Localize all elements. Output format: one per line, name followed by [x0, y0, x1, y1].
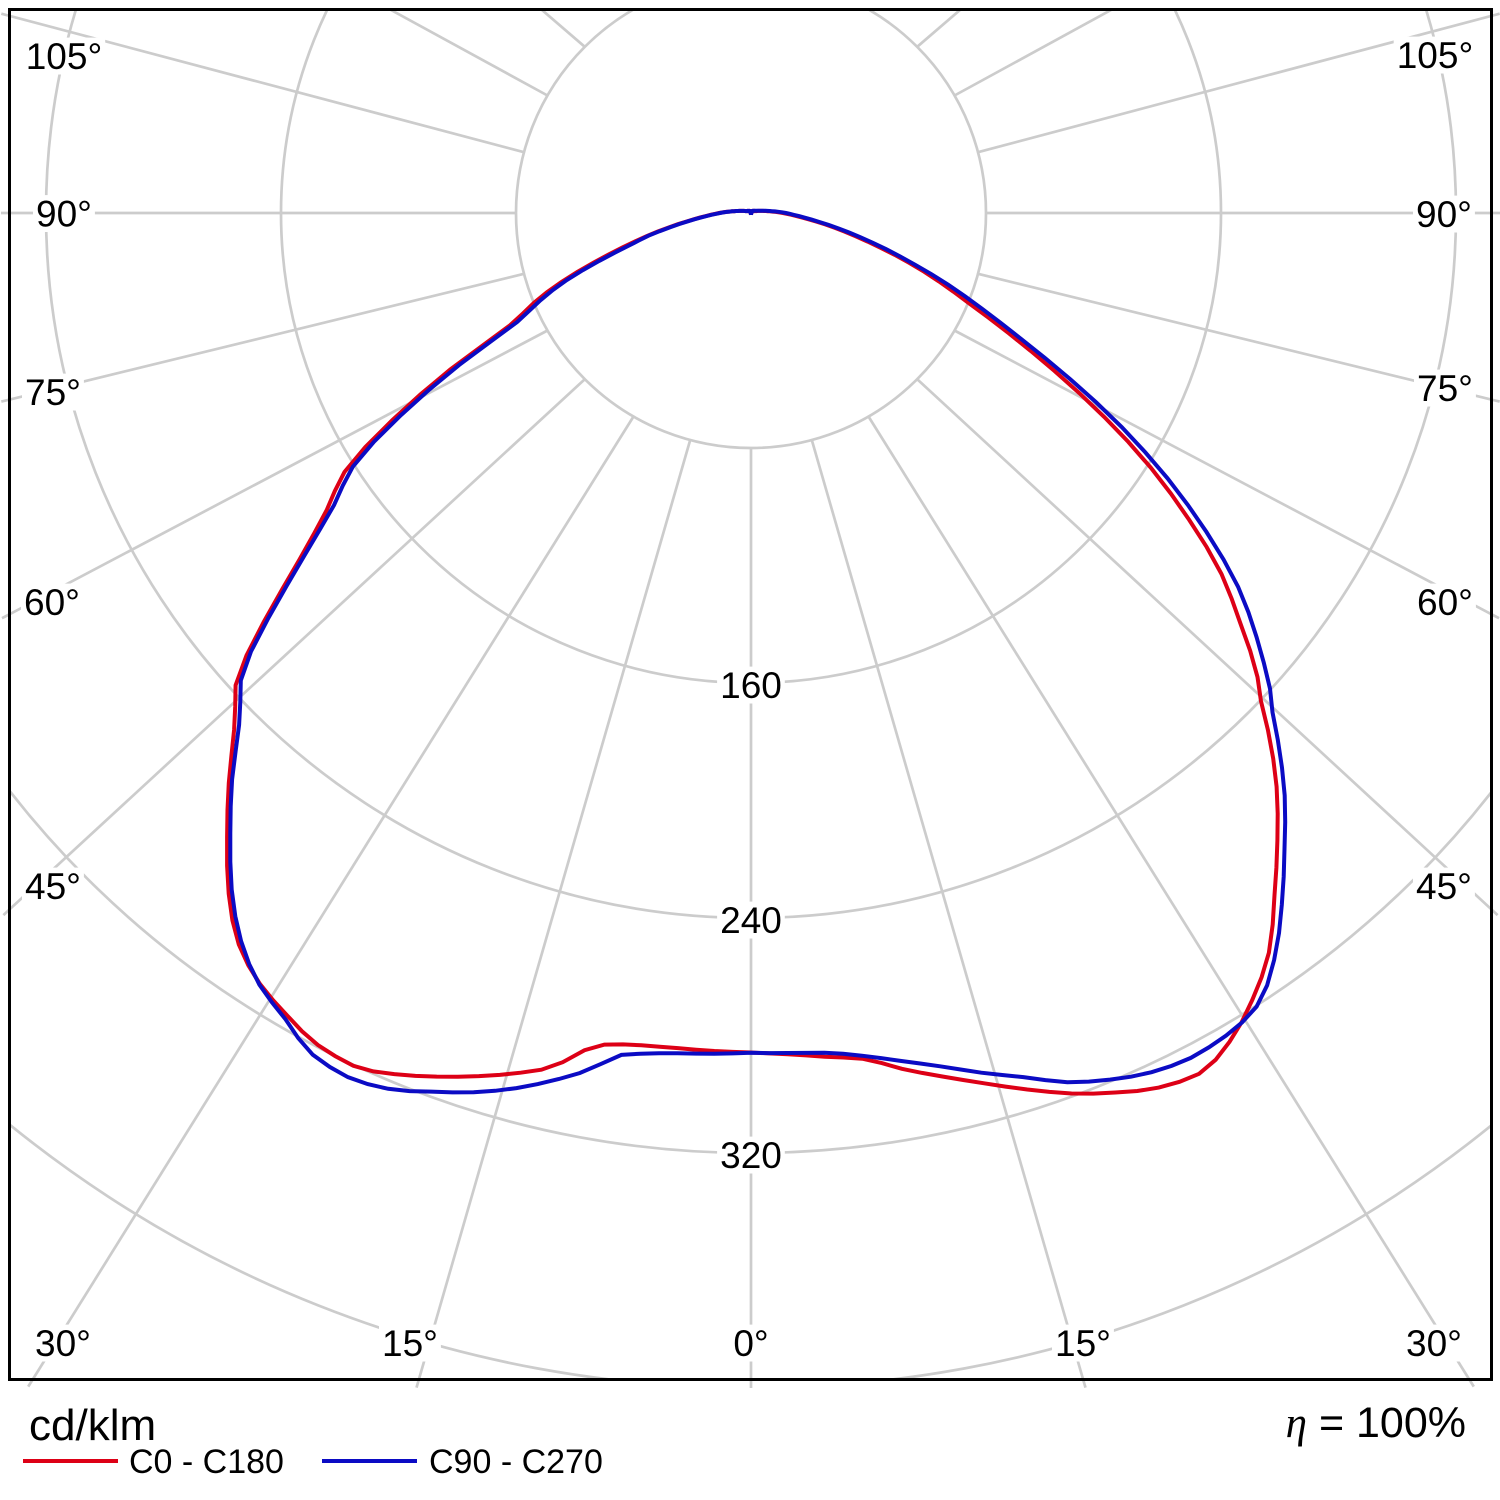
svg-text:60°: 60° [1417, 582, 1473, 623]
svg-text:105°: 105° [26, 36, 103, 77]
svg-text:30°: 30° [35, 1323, 91, 1364]
svg-text:75°: 75° [1417, 368, 1473, 409]
svg-text:C90 - C270: C90 - C270 [429, 1443, 603, 1481]
svg-text:90°: 90° [36, 194, 92, 235]
svg-text:15°: 15° [1055, 1323, 1111, 1364]
svg-text:cd/klm: cd/klm [29, 1401, 156, 1450]
svg-text:15°: 15° [382, 1323, 438, 1364]
svg-text:320: 320 [720, 1135, 782, 1176]
svg-text:0°: 0° [733, 1323, 768, 1364]
svg-text:45°: 45° [1416, 866, 1472, 907]
svg-text:75°: 75° [25, 372, 81, 413]
svg-text:C0 - C180: C0 - C180 [129, 1443, 284, 1481]
svg-text:90°: 90° [1416, 194, 1472, 235]
svg-text:60°: 60° [24, 582, 80, 623]
svg-text:η = 100%: η = 100% [1286, 1399, 1466, 1447]
svg-text:160: 160 [720, 665, 782, 706]
svg-text:240: 240 [720, 900, 782, 941]
svg-text:45°: 45° [25, 866, 81, 907]
svg-text:30°: 30° [1406, 1323, 1462, 1364]
svg-text:105°: 105° [1397, 35, 1474, 76]
